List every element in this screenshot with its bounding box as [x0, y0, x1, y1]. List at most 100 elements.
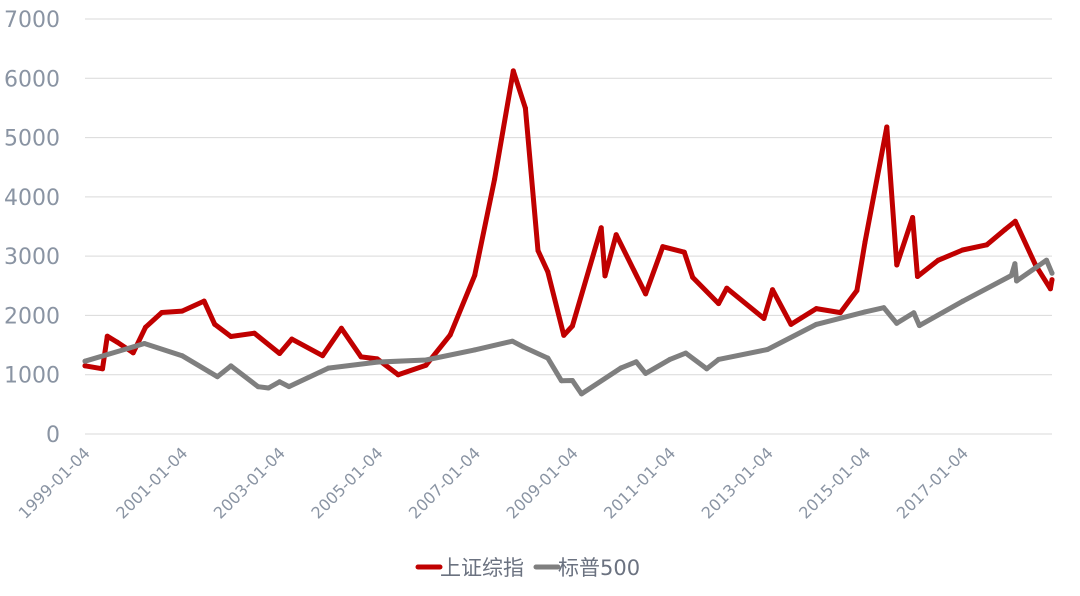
data-point — [82, 363, 88, 369]
x-tick-label: 2001-01-04 — [112, 443, 191, 522]
data-point — [667, 356, 673, 362]
data-point — [251, 330, 257, 336]
series-line-1 — [82, 257, 1055, 397]
data-point — [660, 244, 666, 250]
data-point — [1047, 286, 1053, 292]
y-tick-label: 7000 — [4, 8, 60, 33]
data-point — [569, 378, 575, 383]
data-point — [141, 341, 147, 346]
data-point — [643, 370, 649, 376]
data-point — [613, 232, 619, 238]
data-point — [104, 333, 110, 339]
x-tick-label: 2011-01-04 — [600, 443, 679, 522]
data-point — [338, 325, 344, 331]
data-point — [579, 391, 584, 397]
y-axis-ticks: 0 1000 2000 3000 4000 5000 6000 7000 — [4, 8, 60, 448]
data-point — [915, 274, 920, 279]
data-point — [862, 239, 868, 245]
y-tick-label: 4000 — [4, 186, 60, 211]
data-point — [1002, 227, 1008, 233]
data-point — [984, 242, 990, 248]
data-point — [960, 298, 966, 304]
data-point — [558, 378, 564, 384]
data-point — [716, 356, 722, 362]
data-point — [358, 354, 364, 360]
data-point — [1044, 257, 1049, 263]
data-point — [447, 332, 453, 338]
legend: 上证综指 标普500 — [415, 556, 640, 580]
data-point — [266, 385, 271, 391]
data-point — [82, 358, 88, 364]
data-point — [761, 316, 767, 321]
data-point — [683, 350, 689, 356]
data-point — [472, 272, 478, 278]
data-point — [598, 225, 604, 231]
y-tick-label: 6000 — [4, 67, 60, 92]
data-point — [681, 249, 687, 255]
data-point — [1049, 277, 1055, 283]
legend-label-1: 标普500 — [558, 556, 640, 580]
data-point — [510, 68, 516, 74]
data-point — [214, 374, 220, 380]
data-point — [881, 305, 887, 311]
data-point — [1049, 270, 1055, 276]
y-tick-label: 2000 — [4, 304, 60, 329]
data-point — [569, 323, 575, 329]
data-point — [770, 287, 775, 293]
data-point — [862, 309, 868, 315]
x-tick-label: 2005-01-04 — [307, 443, 386, 522]
x-tick-label: 2013-01-04 — [698, 443, 777, 522]
data-point — [201, 298, 207, 304]
x-tick-label: 2003-01-04 — [210, 443, 289, 522]
data-point — [277, 351, 283, 356]
data-point — [521, 344, 526, 350]
data-point — [813, 306, 819, 312]
y-tick-label: 1000 — [4, 364, 60, 389]
data-point — [894, 320, 900, 326]
data-point — [212, 321, 218, 327]
data-point — [143, 324, 148, 330]
y-tick-label: 0 — [46, 423, 60, 448]
series-lines — [82, 68, 1055, 397]
data-point — [325, 365, 331, 371]
data-point — [159, 310, 165, 315]
data-point — [255, 384, 261, 390]
data-point — [765, 347, 770, 352]
legend-label-0: 上证综指 — [440, 556, 524, 580]
y-tick-label: 3000 — [4, 245, 60, 270]
data-point — [492, 176, 498, 182]
data-point — [545, 269, 551, 275]
data-point — [837, 310, 843, 316]
data-point — [884, 124, 890, 130]
data-point — [522, 105, 528, 111]
data-point — [228, 363, 234, 369]
data-point — [690, 274, 696, 280]
data-point — [1012, 261, 1018, 267]
data-point — [289, 336, 295, 342]
gridlines — [85, 18, 1052, 435]
data-point — [286, 384, 292, 390]
data-point — [179, 308, 185, 314]
data-point — [277, 379, 283, 385]
data-point — [423, 362, 429, 368]
data-point — [472, 347, 478, 353]
x-tick-label: 2017-01-04 — [893, 443, 972, 522]
data-point — [228, 334, 234, 339]
data-point — [509, 338, 515, 344]
data-point — [374, 359, 380, 365]
data-point — [813, 321, 819, 327]
data-point — [423, 357, 429, 363]
data-point — [894, 262, 900, 268]
data-point — [130, 344, 136, 350]
series-line-0 — [82, 68, 1055, 378]
data-point — [788, 321, 794, 327]
data-point — [935, 257, 941, 263]
x-axis-ticks: 1999-01-04 2001-01-04 2003-01-04 2005-01-04… — [15, 443, 972, 522]
data-point — [395, 372, 401, 378]
data-point — [910, 215, 916, 220]
data-point — [179, 353, 185, 359]
data-point — [320, 353, 326, 359]
data-point — [1014, 278, 1020, 284]
